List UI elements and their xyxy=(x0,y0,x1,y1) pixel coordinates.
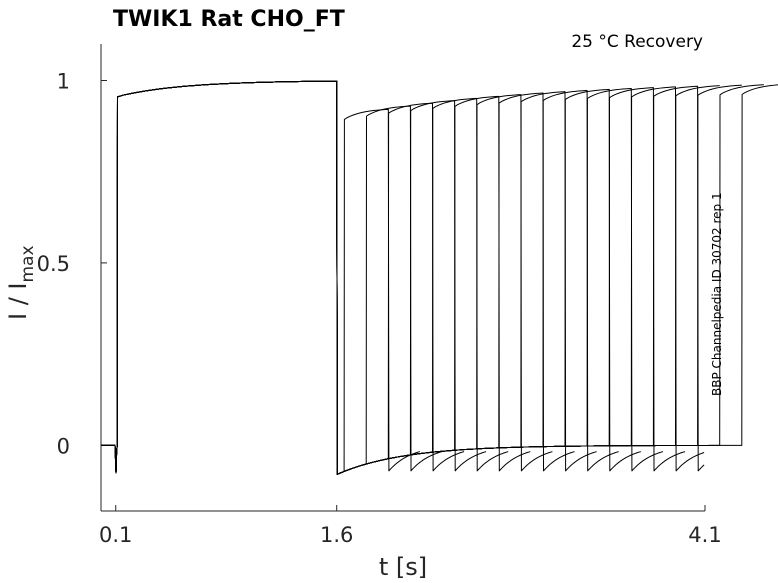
x-tick-label: 1.6 xyxy=(320,523,353,547)
current-traces xyxy=(101,80,778,476)
y-axis-label: I / Imax xyxy=(4,245,38,320)
trace-sweep xyxy=(101,80,509,476)
trace-sweep xyxy=(101,80,664,476)
x-ticks: 0.1 1.6 4.1 xyxy=(99,505,722,547)
y-axis-label-sub: max xyxy=(18,245,38,282)
y-axis-label-main: I / I xyxy=(4,283,32,321)
y-tick-label: 0.5 xyxy=(37,252,70,276)
trace-sweep xyxy=(101,80,705,476)
trace-sweep xyxy=(101,80,465,476)
trace-sweep xyxy=(101,80,420,476)
y-tick-label: 0 xyxy=(57,434,70,458)
x-tick-label: 0.1 xyxy=(99,523,132,547)
trace-sweep xyxy=(101,80,487,476)
chart-title: TWIK1 Rat CHO_FT xyxy=(113,7,345,32)
trace-sweep xyxy=(101,80,641,476)
y-ticks: 00.51 xyxy=(37,69,107,458)
condition-label: 25 °C Recovery xyxy=(571,32,703,52)
trace-sweep xyxy=(101,80,553,476)
trace-sweep xyxy=(101,80,778,476)
x-tick-label: 4.1 xyxy=(688,523,721,547)
trace-sweep xyxy=(101,80,531,476)
trace-sweep xyxy=(101,80,742,476)
trace-sweep xyxy=(101,80,619,476)
trace-sweep xyxy=(101,80,443,476)
x-axis-label: t [s] xyxy=(379,553,427,581)
y-tick-label: 1 xyxy=(57,69,70,93)
trace-sweep xyxy=(101,80,686,476)
trace-sweep xyxy=(101,80,705,476)
channelpedia-id-note: BBP Channelpedia ID 30702 rep 1 xyxy=(710,192,724,396)
plot-area: 00.51 0.1 1.6 4.1 xyxy=(37,44,778,547)
trace-sweep xyxy=(101,80,597,476)
trace-sweep xyxy=(101,80,575,476)
